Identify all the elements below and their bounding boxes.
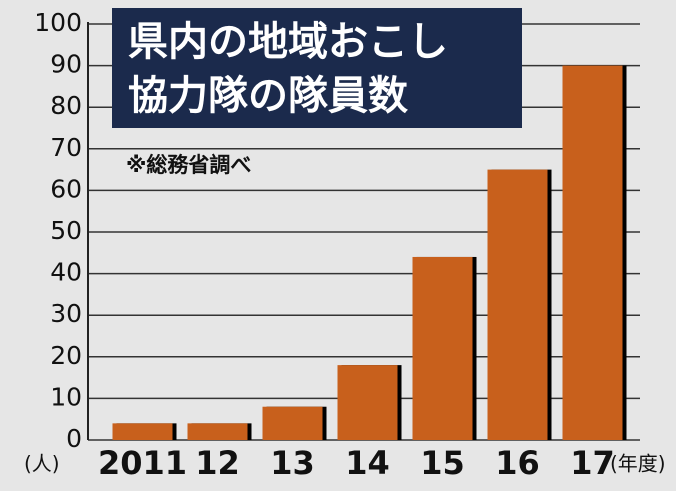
y-tick-label: 0 <box>66 424 82 453</box>
bar <box>562 65 623 440</box>
chart-title: 協力隊の隊員数 <box>128 73 408 119</box>
bars <box>112 65 623 440</box>
y-tick-label: 20 <box>50 341 82 370</box>
y-tick-label: 30 <box>50 299 82 328</box>
x-tick-label: 16 <box>495 444 540 482</box>
title-box <box>112 8 522 128</box>
x-tick-label: 2011 <box>98 444 187 482</box>
source-note: ※総務省調べ <box>126 153 251 177</box>
bar <box>412 256 473 440</box>
bar <box>262 406 323 440</box>
bar <box>112 423 173 440</box>
x-unit: (年度) <box>610 452 666 476</box>
y-tick-label: 90 <box>50 50 82 79</box>
x-tick-label: 15 <box>420 444 465 482</box>
y-unit: (人) <box>24 452 60 476</box>
x-tick-label: 17 <box>570 444 615 482</box>
bar <box>337 365 398 440</box>
y-tick-label: 70 <box>50 133 82 162</box>
x-tick-label: 14 <box>345 444 390 482</box>
y-tick-label: 40 <box>50 258 82 287</box>
y-tick-label: 60 <box>50 174 82 203</box>
y-tick-label: 80 <box>50 91 82 120</box>
bar <box>187 423 248 440</box>
y-tick-label: 100 <box>34 8 82 37</box>
x-tick-label: 13 <box>270 444 315 482</box>
bar <box>487 169 548 440</box>
chart-title: 県内の地域おこし <box>128 19 448 65</box>
y-tick-label: 50 <box>50 216 82 245</box>
y-tick-label: 10 <box>50 382 82 411</box>
x-tick-label: 12 <box>195 444 240 482</box>
